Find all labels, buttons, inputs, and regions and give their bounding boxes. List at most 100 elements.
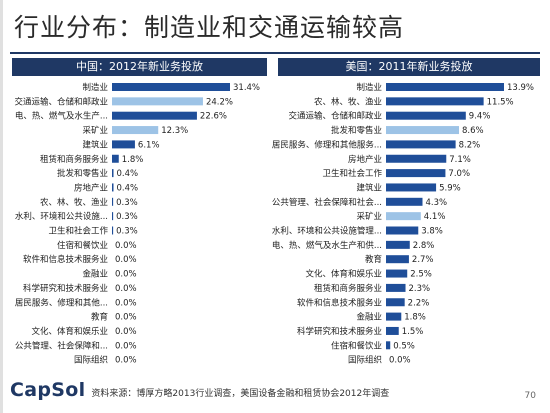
cn-category-label: 建筑业 [82, 139, 108, 150]
us-value-label: 2.7% [412, 255, 434, 265]
us-value-label: 13.9% [507, 83, 534, 93]
cn-value-label: 0.3% [116, 227, 138, 237]
us-value-label: 1.5% [402, 327, 424, 337]
us-bar [386, 312, 402, 321]
cn-value-label: 0.0% [115, 341, 137, 351]
us-value-label: 3.8% [421, 227, 443, 237]
us-category-label: 水利、环境和公共设施管理... [272, 226, 382, 237]
us-bar [386, 269, 408, 278]
cn-value-label: 24.2% [206, 97, 233, 107]
cn-value-label: 0.0% [115, 313, 137, 323]
cn-value-label: 22.6% [200, 112, 227, 122]
cn-bar [112, 197, 114, 206]
cn-category-label: 卫生和社会工作 [48, 226, 108, 237]
cn-category-label: 交通运输、仓储和邮政业 [14, 96, 108, 107]
title-divider [10, 52, 540, 54]
cn-category-label: 农、林、牧、渔业 [40, 197, 108, 208]
us-category-label: 电、热、燃气及水生产和供... [272, 240, 382, 251]
cn-category-label: 科学研究和技术服务业 [23, 283, 108, 294]
cn-bar [112, 212, 114, 221]
cn-category-label: 批发和零售业 [57, 168, 108, 179]
us-value-label: 8.6% [462, 126, 484, 136]
us-bar [386, 298, 405, 307]
us-category-label: 采矿业 [356, 211, 382, 222]
cn-value-label: 6.1% [138, 140, 160, 150]
right-chart-title: 美国：2011年新业务投放 [278, 58, 540, 76]
us-bar [386, 240, 410, 249]
us-bar [386, 154, 447, 163]
cn-value-label: 31.4% [233, 83, 260, 93]
cn-value-label: 1.8% [122, 155, 144, 165]
us-category-label: 农、林、牧、渔业 [314, 96, 382, 107]
us-bar [386, 111, 466, 120]
us-value-label: 8.2% [459, 140, 481, 150]
cn-category-label: 教育 [91, 312, 108, 323]
us-category-label: 制造业 [356, 82, 382, 93]
us-category-label: 租赁和商务服务业 [314, 283, 382, 294]
cn-category-label: 采矿业 [82, 125, 108, 136]
us-category-label: 国际组织 [348, 355, 382, 366]
us-value-label: 2.3% [409, 284, 431, 294]
cn-value-label: 0.3% [116, 212, 138, 222]
cn-bar [112, 97, 203, 106]
cn-category-label: 文化、体育和娱乐业 [31, 326, 108, 337]
cn-bar [112, 83, 230, 91]
cn-category-label: 国际组织 [74, 355, 108, 366]
cn-value-label: 0.4% [117, 169, 139, 179]
us-bar [386, 255, 409, 264]
us-bar [386, 140, 456, 149]
cn-value-label: 0.4% [117, 183, 139, 193]
cn-value-label: 0.0% [115, 270, 137, 280]
cn-category-label: 水利、环境和公共设施... [15, 211, 108, 222]
cn-value-label: 0.0% [115, 298, 137, 308]
cn-value-label: 0.0% [115, 356, 137, 366]
page-number: 70 [524, 391, 536, 401]
cn-bar [112, 183, 114, 192]
us-bar [386, 97, 484, 106]
cn-value-label: 0.0% [115, 284, 137, 294]
cn-category-label: 软件和信息技术服务业 [23, 254, 108, 265]
cn-category-label: 制造业 [82, 82, 108, 93]
us-category-label: 文化、体育和娱乐业 [305, 269, 382, 280]
us-bar [386, 83, 504, 91]
us-category-label: 软件和信息技术服务业 [297, 297, 382, 308]
us-bar [386, 169, 446, 178]
us-value-label: 5.9% [439, 183, 461, 193]
cn-bar [112, 226, 114, 235]
us-bar [386, 126, 460, 135]
source-note: 资料来源：博厚方略2013行业调查，美国设备金融和租赁协会2012年调查 [91, 389, 390, 399]
us-value-label: 0.0% [389, 356, 411, 366]
us-category-label: 交通运输、仓储和邮政业 [288, 111, 382, 122]
us-value-label: 9.4% [469, 112, 491, 122]
cn-value-label: 12.3% [161, 126, 188, 136]
us-value-label: 2.8% [413, 241, 435, 251]
us-bar [386, 197, 423, 206]
us-bar [386, 283, 406, 292]
us-category-label: 金融业 [356, 312, 382, 323]
us-category-label: 卫生和社会工作 [322, 168, 382, 179]
cn-bar [112, 169, 114, 178]
cn-category-label: 电、热、燃气及水生产... [15, 111, 108, 122]
page-title: 行业分布：制造业和交通运输较高 [14, 13, 405, 42]
us-category-label: 批发和零售业 [331, 125, 382, 136]
us-value-label: 2.5% [410, 270, 432, 280]
us-category-label: 教育 [365, 254, 382, 265]
us-category-label: 房地产业 [348, 154, 382, 165]
cn-category-label: 租赁和商务服务业 [40, 154, 108, 165]
cn-value-label: 0.0% [115, 241, 137, 251]
cn-category-label: 房地产业 [74, 182, 108, 193]
us-bar [386, 326, 399, 335]
cn-value-label: 0.0% [115, 255, 137, 265]
us-category-label: 居民服务、修理和其他服务... [272, 139, 382, 150]
cn-category-label: 公共管理、社会保障和... [15, 340, 108, 351]
us-value-label: 7.0% [448, 169, 470, 179]
cn-category-label: 居民服务、修理和其他... [15, 297, 108, 308]
cn-bar [112, 126, 159, 135]
us-bar [386, 212, 421, 221]
us-value-label: 0.5% [393, 341, 415, 351]
us-value-label: 1.8% [404, 313, 426, 323]
us-value-label: 4.1% [424, 212, 446, 222]
cn-category-label: 金融业 [82, 269, 108, 280]
us-bar [386, 183, 437, 192]
